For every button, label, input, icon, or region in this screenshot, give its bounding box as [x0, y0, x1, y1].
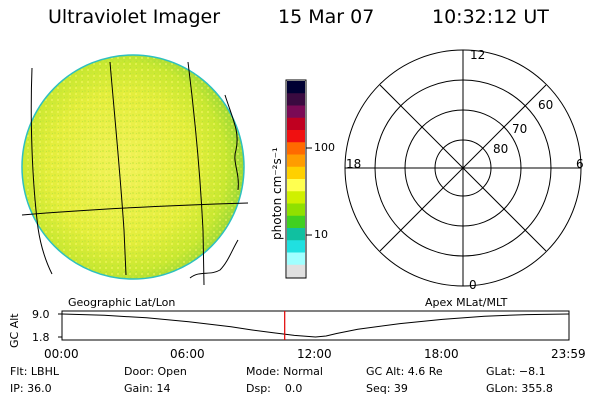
footer-glat: GLat: −8.1 — [486, 365, 546, 378]
colorbar-band — [287, 105, 305, 119]
footer-mode: Mode: Normal — [246, 365, 323, 378]
colorbar-band — [287, 215, 305, 229]
polar-lat-70: 70 — [512, 122, 528, 136]
gc-alt-ylabel: GC Alt — [8, 313, 21, 348]
polar-lat-60: 60 — [538, 98, 554, 112]
uv-image-disk — [21, 54, 245, 280]
footer-gain: Gain: 14 — [124, 382, 171, 395]
colorbar-band — [287, 93, 305, 106]
polar-label-18: 18 — [346, 157, 362, 171]
xtick-0000: 00:00 — [44, 347, 79, 361]
footer-glon: GLon: 355.8 — [486, 382, 553, 395]
apex-label: Apex MLat/MLT — [425, 296, 508, 309]
colorbar-band — [287, 203, 305, 217]
colorbar-band — [287, 240, 305, 253]
colorbar — [285, 79, 312, 279]
footer-flt: Flt: LBHL — [10, 365, 59, 378]
colorbar-band — [287, 166, 305, 180]
polar-label-12: 12 — [470, 48, 486, 62]
altitude-plot — [58, 310, 570, 341]
polar-label-0: 0 — [469, 278, 477, 292]
colorbar-band — [287, 264, 305, 278]
footer-dsp: Dsp: 0.0 — [246, 382, 303, 395]
geographic-grid — [21, 61, 249, 286]
altitude-trace — [61, 313, 569, 338]
footer-seq: Seq: 39 — [366, 382, 408, 395]
colorbar-unit-label: photon cm⁻²s⁻¹ — [270, 147, 284, 240]
polar-plot — [344, 49, 582, 287]
colorbar-band — [287, 117, 305, 131]
geographic-label: Geographic Lat/Lon — [68, 296, 176, 309]
colorbar-band — [287, 154, 305, 168]
footer-gcalt: GC Alt: 4.6 Re — [366, 365, 443, 378]
app-title: Ultraviolet Imager — [48, 6, 221, 28]
colorbar-band — [287, 130, 305, 143]
colorbar-band — [287, 179, 305, 192]
colorbar-tick-10: 10 — [314, 228, 328, 241]
date-label: 15 Mar 07 — [278, 6, 375, 28]
colorbar-band — [287, 81, 305, 94]
xtick-1200: 12:00 — [297, 347, 332, 361]
xtick-2359: 23:59 — [551, 347, 586, 361]
colorbar-band — [287, 191, 305, 204]
polar-lat-80: 80 — [493, 142, 509, 156]
colorbar-band — [287, 142, 305, 155]
ytick-1-8: 1.8 — [32, 331, 50, 344]
ytick-9: 9.0 — [32, 308, 50, 321]
time-label: 10:32:12 UT — [432, 6, 549, 28]
colorbar-band — [287, 252, 305, 266]
colorbar-tick-100: 100 — [314, 141, 335, 154]
footer-door: Door: Open — [124, 365, 187, 378]
xtick-0600: 06:00 — [170, 347, 205, 361]
xtick-1800: 18:00 — [424, 347, 459, 361]
colorbar-band — [287, 228, 305, 241]
polar-label-6: 6 — [576, 157, 584, 171]
footer-ip: IP: 36.0 — [10, 382, 52, 395]
